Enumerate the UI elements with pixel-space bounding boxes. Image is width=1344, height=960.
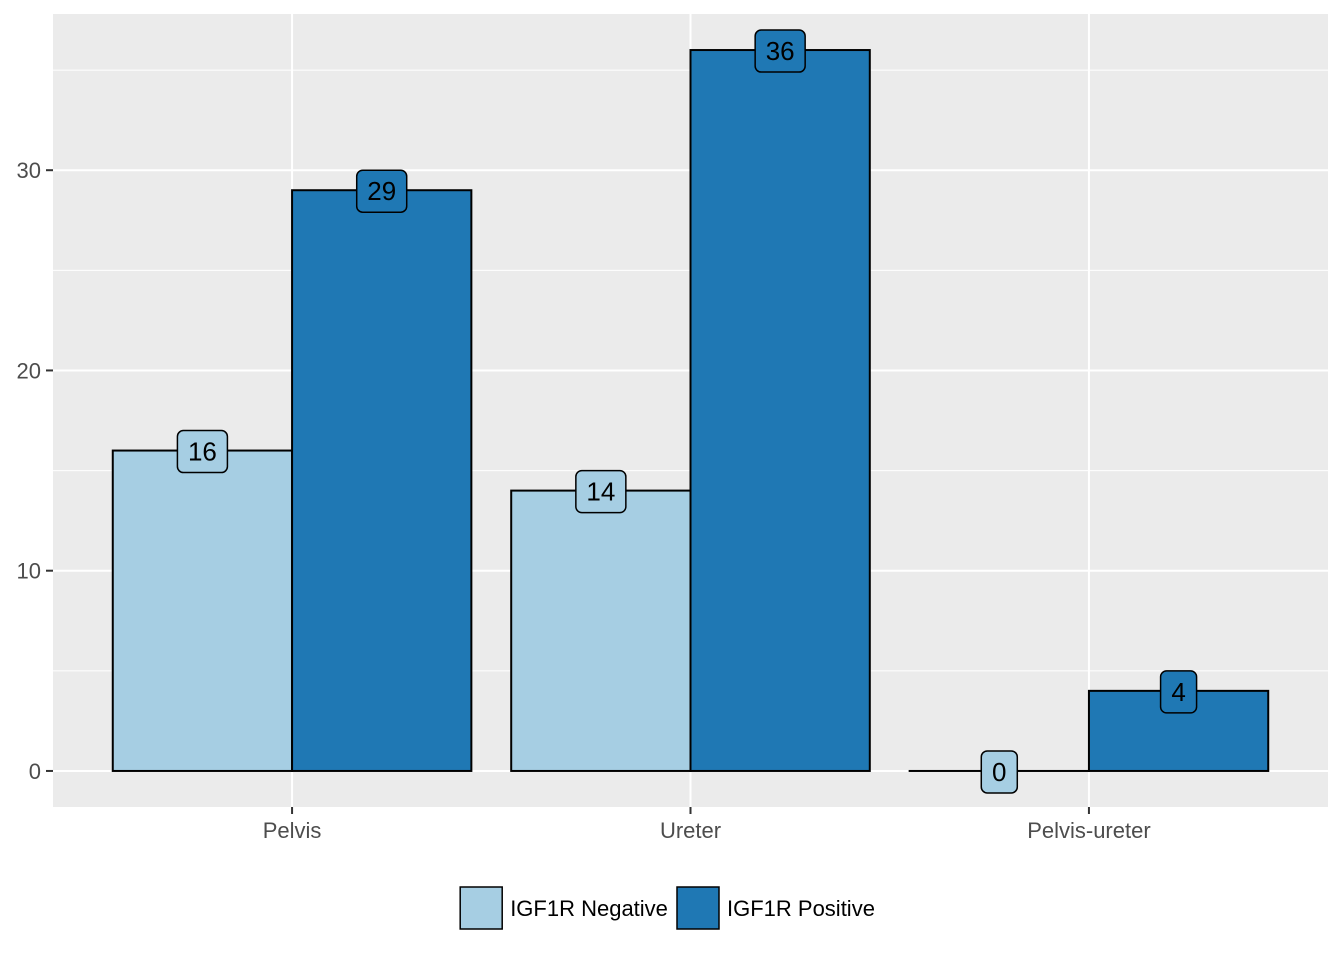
x-tick-label: Pelvis <box>263 818 322 843</box>
bar-value-label: 0 <box>980 750 1019 794</box>
bar-value-label: 29 <box>355 169 408 213</box>
bar-value-label-text: 4 <box>1171 677 1185 707</box>
legend: IGF1R Negative IGF1R Positive <box>459 886 875 930</box>
legend-item: IGF1R Positive <box>676 886 875 930</box>
x-tick-label: Ureter <box>660 818 721 843</box>
y-tick-label: 20 <box>17 358 41 383</box>
bar-value-label-text: 29 <box>367 176 396 206</box>
bar-value-label-box <box>1159 670 1198 714</box>
y-tick-label: 0 <box>29 759 41 784</box>
x-tick-label: Pelvis-ureter <box>1027 818 1150 843</box>
y-tick-label: 10 <box>17 559 41 584</box>
bar <box>291 189 473 772</box>
bar-value-label-box <box>176 429 229 474</box>
legend-label: IGF1R Positive <box>727 896 875 921</box>
bar-value-label-box <box>355 169 408 213</box>
bar-value-label: 36 <box>754 29 806 73</box>
bar-value-label-box <box>980 750 1019 794</box>
bars <box>111 49 1270 772</box>
x-axis: Pelvis Ureter Pelvis-ureter <box>263 807 1151 843</box>
bar-value-label-box <box>754 29 806 73</box>
legend-swatch <box>676 886 720 930</box>
bar <box>510 489 692 772</box>
bar-value-labels: 16 14 0 29 36 4 <box>176 29 1198 794</box>
bar <box>111 449 294 772</box>
y-tick-label: 30 <box>17 158 41 183</box>
bar-value-label-text: 36 <box>766 36 795 66</box>
bar <box>689 49 871 772</box>
legend-swatch <box>459 886 503 930</box>
bar-value-label: 4 <box>1159 670 1198 714</box>
legend-item: IGF1R Negative <box>459 886 668 930</box>
legend-label: IGF1R Negative <box>510 896 668 921</box>
bar-value-label-text: 14 <box>586 477 615 507</box>
bar-value-label-text: 16 <box>188 437 217 467</box>
bar <box>1087 689 1270 772</box>
bar-value-label: 14 <box>575 469 627 514</box>
y-axis: 0 10 20 30 <box>17 158 53 784</box>
bar-value-label-text: 0 <box>992 757 1006 787</box>
bar-value-label-box <box>575 469 627 514</box>
bar-value-label: 16 <box>176 429 229 474</box>
